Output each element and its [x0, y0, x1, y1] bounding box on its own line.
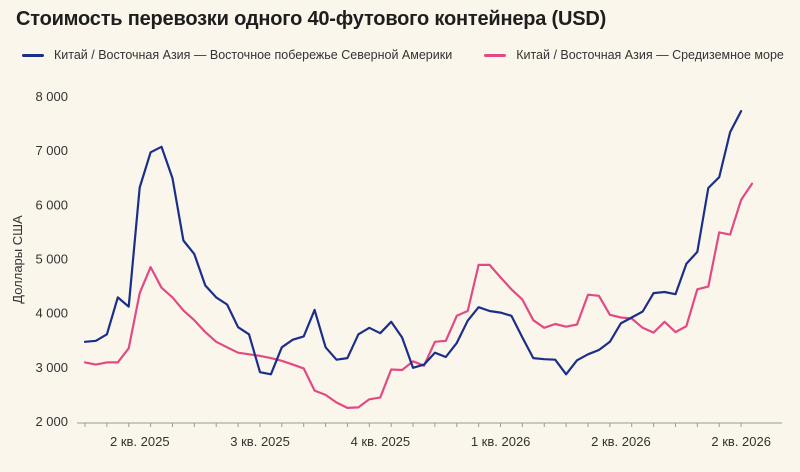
- series-line-1: [83, 109, 743, 376]
- y-axis: 2 000 3 000 4 000 5 000 6 000 7 000 8 000: [35, 89, 68, 429]
- x-tick-label: 4 кв. 2025: [351, 434, 411, 449]
- legend: Китай / Восточная Азия — Восточное побер…: [22, 48, 800, 62]
- legend-swatch-series-1: [22, 53, 44, 57]
- x-tick-label: 2 кв. 2025: [110, 434, 170, 449]
- y-tick-label: 8 000: [35, 89, 68, 104]
- legend-label-series-2: Китай / Восточная Азия — Средиземное мор…: [516, 48, 784, 62]
- y-tick-label: 3 000: [35, 360, 68, 375]
- legend-swatch-series-2: [484, 53, 507, 57]
- legend-item-series-1: Китай / Восточная Азия — Восточное побер…: [22, 48, 452, 62]
- series-layer: [83, 109, 754, 409]
- x-tick-label: 3 кв. 2025: [230, 434, 290, 449]
- y-tick-label: 2 000: [35, 414, 68, 429]
- y-tick-label: 5 000: [35, 252, 68, 267]
- x-tick-label: 2 кв. 2026: [711, 434, 771, 449]
- x-tick-label: 1 кв. 2026: [471, 434, 531, 449]
- legend-item-series-2: Китай / Восточная Азия — Средиземное мор…: [484, 48, 784, 62]
- chart-title: Стоимость перевозки одного 40-футового к…: [16, 8, 607, 30]
- legend-label-series-1: Китай / Восточная Азия — Восточное побер…: [54, 48, 453, 62]
- y-tick-label: 4 000: [35, 306, 68, 321]
- x-axis: 2 кв. 2025 3 кв. 2025 4 кв. 2025 1 кв. 2026…: [77, 422, 782, 449]
- x-tick-label: 2 кв. 2026: [591, 434, 651, 449]
- y-axis-title: Доллары США: [10, 215, 25, 304]
- y-tick-label: 6 000: [35, 197, 68, 212]
- y-tick-label: 7 000: [35, 143, 68, 158]
- series-line-2: [83, 182, 754, 409]
